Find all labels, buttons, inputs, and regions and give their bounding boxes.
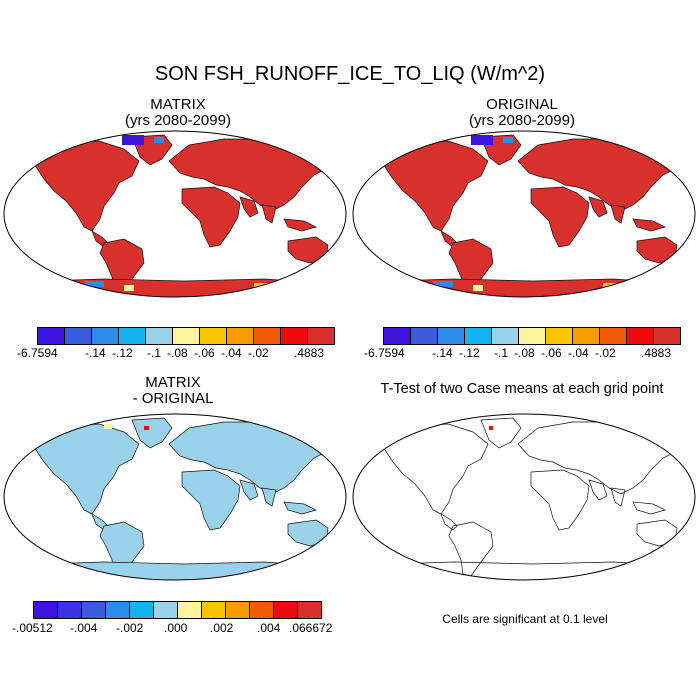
colorbar-matrix xyxy=(37,327,335,345)
main-title: SON FSH_RUNOFF_ICE_TO_LIQ (W/m^2) xyxy=(154,63,546,85)
colorbar-swatch xyxy=(653,328,680,344)
diff-title-line2: - ORIGINAL xyxy=(132,390,214,407)
matrix-panel-title: MATRIX (yrs 2080-2099) xyxy=(88,97,268,129)
matrix-map xyxy=(4,131,346,298)
original-map xyxy=(353,131,695,297)
colorbar-swatch xyxy=(572,328,599,344)
colorbar-diff xyxy=(33,601,322,619)
colorbar-swatch xyxy=(129,602,153,618)
colorbar-swatch xyxy=(545,328,572,344)
colorbar-swatch xyxy=(437,328,464,344)
original-title-line1: ORIGINAL xyxy=(486,96,558,113)
colorbar-swatch xyxy=(225,602,249,618)
colorbar-swatch xyxy=(81,602,105,618)
colorbar-swatch xyxy=(518,328,545,344)
colorbar-swatch xyxy=(307,328,334,344)
colorbar-swatch xyxy=(384,328,410,344)
colorbar-swatch xyxy=(491,328,518,344)
colorbar-swatch xyxy=(57,602,81,618)
colorbar-swatch xyxy=(118,328,145,344)
significant-cell xyxy=(489,426,493,430)
colorbar-swatch xyxy=(626,328,653,344)
significance-note: Cells are significant at 0.1 level xyxy=(442,612,608,626)
colorbar-swatch xyxy=(105,602,129,618)
colorbar-swatch xyxy=(464,328,491,344)
diff-title-line1: MATRIX xyxy=(145,374,201,391)
colorbar-swatch xyxy=(226,328,253,344)
colorbar-swatch xyxy=(64,328,91,344)
ttest-panel-title: T-Test of two Case means at each grid po… xyxy=(380,381,664,397)
colorbar-swatch xyxy=(201,602,225,618)
colorbar-swatch xyxy=(273,602,297,618)
colorbar-swatch xyxy=(280,328,307,344)
colorbar-swatch xyxy=(249,602,273,618)
colorbar-swatch xyxy=(34,602,57,618)
original-title-line2: (yrs 2080-2099) xyxy=(469,112,575,129)
colorbar-swatch xyxy=(297,602,321,618)
ttest-map xyxy=(353,414,695,580)
colorbar-swatch xyxy=(177,602,201,618)
matrix-title-line1: MATRIX xyxy=(150,96,206,113)
colorbar-swatch xyxy=(410,328,437,344)
colorbar-swatch xyxy=(199,328,226,344)
colorbar-original xyxy=(383,327,681,345)
colorbar-swatch xyxy=(145,328,172,344)
colorbar-swatch xyxy=(38,328,64,344)
colorbar-swatch xyxy=(253,328,280,344)
colorbar-swatch xyxy=(599,328,626,344)
colorbar-swatch xyxy=(153,602,177,618)
colorbar-swatch xyxy=(172,328,199,344)
colorbar-swatch xyxy=(91,328,118,344)
matrix-title-line2: (yrs 2080-2099) xyxy=(125,112,231,129)
original-panel-title: ORIGINAL (yrs 2080-2099) xyxy=(432,97,612,129)
diff-map xyxy=(4,414,346,581)
diff-panel-title: MATRIX - ORIGINAL xyxy=(83,375,263,407)
